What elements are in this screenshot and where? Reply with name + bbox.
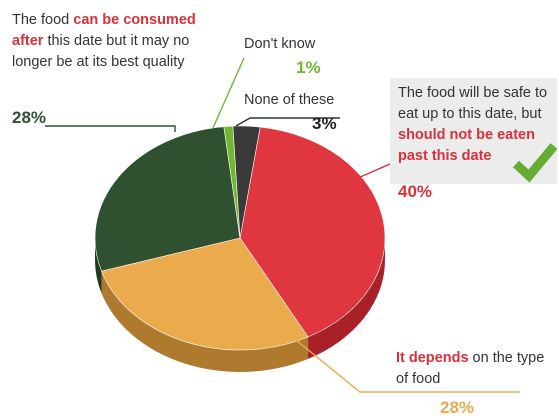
pie-top-layer <box>94 125 386 351</box>
pie-slice-safe <box>239 126 386 338</box>
callout-box <box>390 78 557 184</box>
label-text: The food will be safe to eat up to this … <box>398 85 548 122</box>
label-text: this date but it may no longer be at its… <box>12 33 190 70</box>
label-text: The food <box>12 12 74 28</box>
pie-side-depends <box>101 271 309 372</box>
pie-slice-none <box>232 125 261 239</box>
label-consumed-after: The food can be consumed after this date… <box>12 10 202 73</box>
label-highlight: It depends <box>396 350 469 366</box>
pct-consumed-after: 28% <box>12 108 47 127</box>
pie-side-layer <box>95 238 385 372</box>
label-safe: The food will be safe to eat up to this … <box>398 83 556 167</box>
pct-depends: 28% <box>440 398 475 417</box>
label-none: None of these <box>244 92 335 108</box>
label-dont-know: Don't know <box>244 36 316 52</box>
pie-slice-depends <box>101 237 309 351</box>
pie-slice-consumed-after <box>94 126 241 272</box>
leader-none <box>235 117 340 127</box>
label-text: on the type of food <box>396 350 545 387</box>
leader-safe <box>357 163 391 179</box>
pie-side-consumed-after <box>95 238 102 294</box>
pct-none: 3% <box>312 114 337 133</box>
label-depends: It depends on the type of food <box>396 348 546 390</box>
pct-safe: 40% <box>398 182 433 201</box>
check-icon <box>512 143 558 183</box>
pie-side-safe <box>308 238 385 359</box>
pct-dont-know: 1% <box>296 58 321 77</box>
label-highlight: can be consumed <box>73 12 196 28</box>
label-highlight: should not be eaten past this date <box>398 127 535 164</box>
label-highlight: after <box>12 33 44 49</box>
leader-lines <box>45 57 520 393</box>
leader-depends <box>285 331 520 393</box>
leader-dont-know <box>212 57 245 129</box>
leader-consumed-after <box>45 125 176 132</box>
